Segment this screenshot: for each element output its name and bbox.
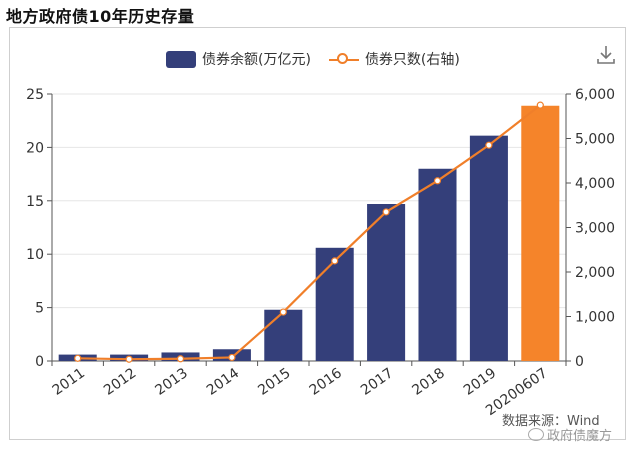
line-point-2017: [382, 208, 390, 216]
watermark: 政府债魔方: [528, 425, 612, 444]
x-tick-label: 2016: [307, 365, 345, 399]
y-right-tick-label: 5,000: [575, 132, 615, 148]
x-tick-label: 2011: [50, 365, 88, 399]
line-point-2014: [228, 353, 236, 362]
line-point-2018: [433, 177, 442, 185]
legend-item-bar[interactable]: 债券余额(万亿元): [166, 49, 311, 69]
y-left-tick-label: 20: [26, 140, 44, 156]
x-tick-label: 2017: [358, 365, 396, 399]
bar-2016: [315, 247, 354, 361]
x-tick-label: 2014: [204, 365, 242, 399]
watermark-text: 政府债魔方: [547, 429, 613, 444]
download-icon[interactable]: [595, 44, 617, 66]
y-left-tick-label: 25: [26, 87, 44, 103]
line-series: [77, 104, 541, 361]
x-tick-label: 2013: [152, 365, 190, 399]
line-point-2019: [485, 141, 493, 149]
y-left-tick-label: 0: [35, 354, 44, 370]
wechat-icon: [528, 428, 544, 441]
bar-2015: [264, 309, 303, 361]
bar-20200607: [521, 105, 560, 361]
y-left-tick-label: 10: [26, 247, 44, 263]
bar-2019: [469, 135, 508, 361]
y-right-tick-label: 3,000: [575, 221, 615, 237]
legend-item-line[interactable]: 债券只数(右轴): [328, 49, 460, 69]
line-point-2012: [125, 355, 133, 363]
y-left-tick-label: 5: [35, 301, 44, 317]
y-right-tick-label: 6,000: [575, 87, 615, 103]
x-tick-label: 2015: [255, 365, 293, 399]
line-point-2015: [279, 308, 287, 316]
y-right-tick-label: 4,000: [575, 176, 615, 192]
legend-line-label: 债券只数(右轴): [364, 52, 460, 68]
x-tick-label: 2019: [461, 365, 499, 399]
y-right-tick-label: 2,000: [575, 265, 615, 281]
chart-frame: [9, 27, 626, 440]
line-point-2011: [74, 354, 82, 362]
legend-bar-label: 债券余额(万亿元): [202, 52, 311, 68]
legend-bar-swatch: [166, 50, 196, 68]
legend-line-swatch: [328, 51, 359, 68]
x-tick-label: 2012: [101, 365, 139, 399]
source-note: 数据来源：Wind: [502, 414, 600, 429]
line-point-2016: [331, 257, 339, 265]
bar-2017: [367, 204, 406, 361]
chart-title: 地方政府债10年历史存量: [6, 7, 195, 26]
y-left-tick-label: 15: [26, 194, 44, 210]
legend: 债券余额(万亿元) 债券只数(右轴): [166, 49, 478, 69]
y-right-tick-label: 0: [575, 354, 584, 370]
x-tick-label: 2018: [409, 365, 447, 399]
line-point-2013: [176, 355, 185, 363]
y-right-tick-label: 1,000: [575, 310, 615, 326]
bar-2018: [418, 168, 457, 361]
line-point-20200607: [536, 101, 544, 109]
